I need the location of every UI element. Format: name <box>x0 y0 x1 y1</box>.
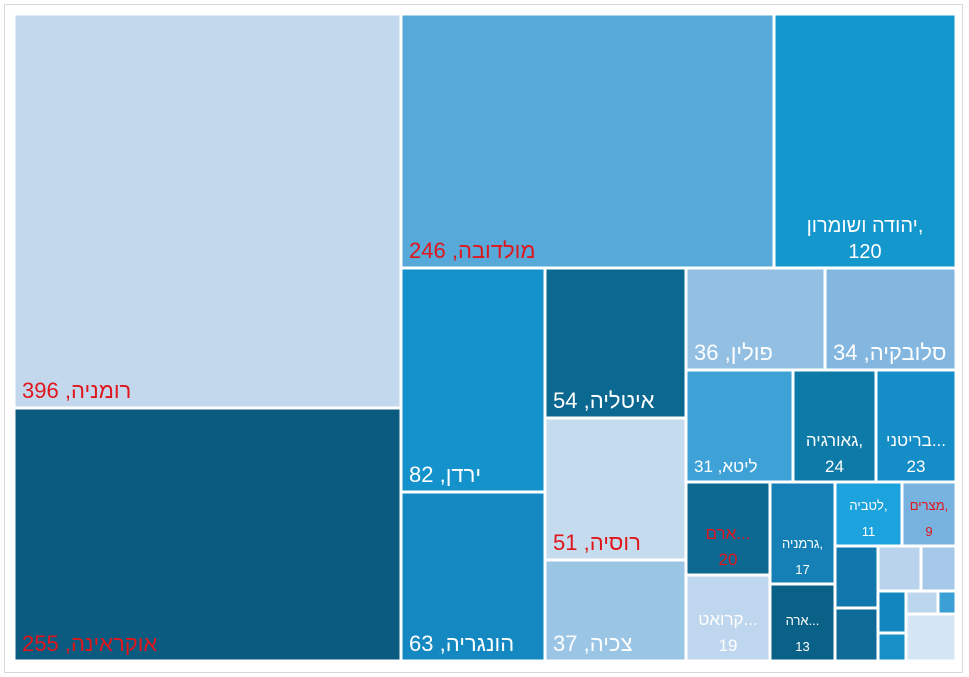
treemap-tile-rect <box>904 589 940 616</box>
treemap-tile-value: 11 <box>862 524 876 539</box>
treemap-tile-value: 24 <box>825 457 844 476</box>
treemap-tile-rect <box>12 12 403 410</box>
treemap-tile-rect <box>684 573 772 663</box>
treemap-tile-rect <box>823 266 958 372</box>
treemap-tile-label: יהודה ושומרון, <box>807 215 924 237</box>
treemap-tile-value: 9 <box>925 524 932 539</box>
treemap-tile-rect <box>833 606 880 663</box>
treemap-tile-value: 20 <box>719 550 738 569</box>
treemap-tile-2: אוקראינה, 255 <box>12 406 403 663</box>
treemap-tile-8: רוסיה, 51 <box>543 416 688 562</box>
treemap-tile-label: פולין, 36 <box>694 340 773 365</box>
treemap-tile-rect <box>684 480 772 577</box>
treemap-tile-rect <box>900 480 958 548</box>
treemap-tile-label: ארם... <box>706 524 751 543</box>
treemap-tile-11: סלובקיה, 34 <box>823 266 958 372</box>
treemap-tile-rect <box>399 12 776 270</box>
treemap-tile-18: ארה... 13 <box>768 582 837 663</box>
treemap-tile-label: גרמניה, <box>782 536 823 551</box>
treemap-tile-24 <box>919 544 958 593</box>
treemap-tile-1: רומניה, 396 <box>12 12 403 410</box>
treemap-tile-14: בריטני... 23 <box>874 368 958 484</box>
treemap-tile-label: מולדובה, 246 <box>409 238 535 263</box>
treemap-tile-rect <box>874 368 958 484</box>
treemap-tile-rect <box>904 612 958 663</box>
treemap-tile-3: מולדובה, 246 <box>399 12 776 270</box>
treemap-tile-27 <box>904 589 940 616</box>
treemap-tile-label: הונגריה, 63 <box>409 631 514 656</box>
treemap-tile-label: סלובקיה, 34 <box>833 340 946 365</box>
treemap-tile-23 <box>876 544 923 593</box>
treemap-tile-17: גרמניה, 17 <box>768 480 837 586</box>
treemap-tile-rect <box>399 266 547 494</box>
treemap-tile-21 <box>833 544 880 610</box>
treemap-tile-label: ארה... <box>786 613 820 628</box>
treemap-tile-rect <box>876 544 923 593</box>
treemap-tile-rect <box>12 406 403 663</box>
treemap-tile-value: 120 <box>848 241 881 263</box>
treemap-tile-label: רוסיה, 51 <box>553 530 641 555</box>
treemap-tile-20: מצרים, 9 <box>900 480 958 548</box>
treemap-tile-9: צכיה, 37 <box>543 558 688 663</box>
treemap-tile-label: איטליה, 54 <box>553 388 655 413</box>
treemap-tile-label: בריטני... <box>886 431 946 450</box>
treemap-tile-22 <box>833 606 880 663</box>
treemap-tile-rect <box>876 589 908 635</box>
treemap-tile-rect <box>399 490 547 663</box>
treemap-tile-label: גאורגיה, <box>806 431 863 450</box>
treemap-tile-label: קרואט... <box>698 610 757 629</box>
treemap-tile-19: לטביה, 11 <box>833 480 904 548</box>
treemap-tile-label: לטביה, <box>849 498 887 513</box>
treemap-tile-rect <box>936 589 958 616</box>
treemap-tile-16: קרואט... 19 <box>684 573 772 663</box>
treemap-tile-value: 17 <box>795 562 809 577</box>
treemap-tile-rect <box>833 480 904 548</box>
treemap-tile-label: ליטא, 31 <box>694 457 758 476</box>
treemap-tile-rect <box>768 480 837 586</box>
treemap-tile-rect <box>919 544 958 593</box>
treemap-tile-rect <box>543 558 688 663</box>
treemap-tile-4: יהודה ושומרון, 120 <box>772 12 958 270</box>
treemap-tile-25 <box>876 589 908 635</box>
treemap-tile-13: גאורגיה, 24 <box>791 368 878 484</box>
treemap-tile-10: פולין, 36 <box>684 266 827 372</box>
treemap-tile-label: ירדן, 82 <box>409 462 481 487</box>
treemap-tile-7: איטליה, 54 <box>543 266 688 420</box>
treemap-tile-12: ליטא, 31 <box>684 368 795 484</box>
treemap-tile-label: רומניה, 396 <box>22 378 131 403</box>
treemap-tile-value: 19 <box>719 636 738 655</box>
treemap-tile-15: ארם... 20 <box>684 480 772 577</box>
treemap-tile-rect <box>876 631 908 663</box>
treemap-tile-label: אוקראינה, 255 <box>22 631 157 656</box>
treemap-tile-rect <box>833 544 880 610</box>
treemap-tile-rect <box>772 12 958 270</box>
treemap-tile-rect <box>791 368 878 484</box>
treemap-tile-label: צכיה, 37 <box>553 631 632 656</box>
treemap-tile-label: מצרים, <box>910 498 949 513</box>
treemap-tile-6: הונגריה, 63 <box>399 490 547 663</box>
treemap-tile-28 <box>936 589 958 616</box>
treemap-tile-29 <box>904 612 958 663</box>
treemap-tile-value: 13 <box>795 639 809 654</box>
treemap-tile-26 <box>876 631 908 663</box>
treemap-tile-value: 23 <box>907 457 926 476</box>
treemap-tile-5: ירדן, 82 <box>399 266 547 494</box>
